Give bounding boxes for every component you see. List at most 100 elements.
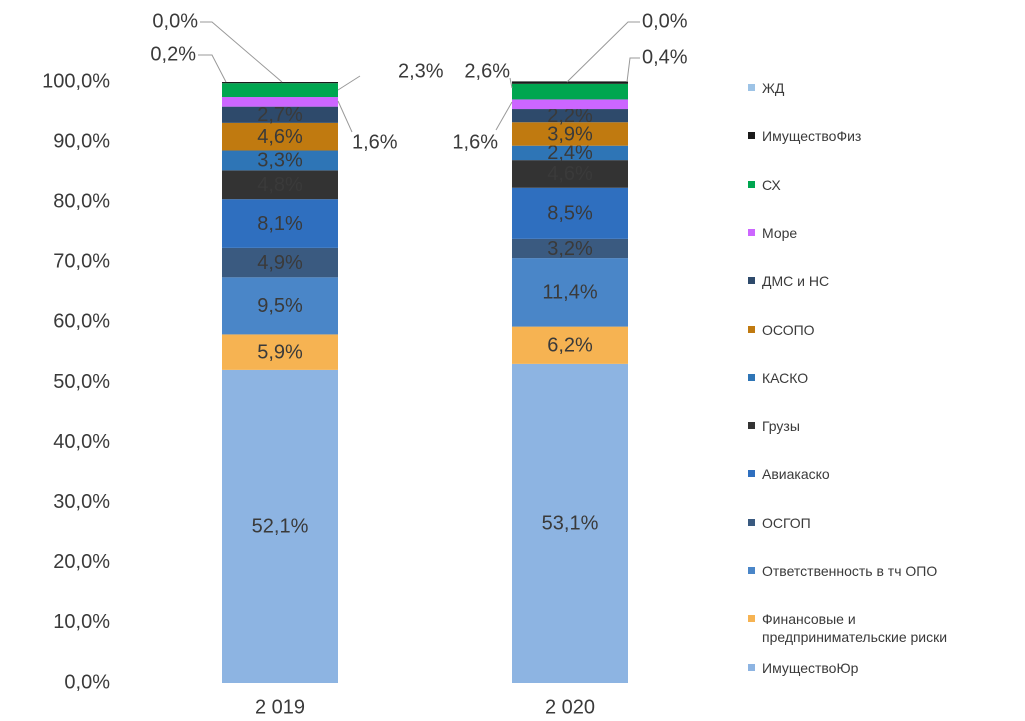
data-label: 2,4%: [547, 142, 593, 164]
legend-label: ЖД: [762, 80, 785, 96]
legend-label: Море: [762, 224, 798, 241]
bar-segment: [222, 122, 338, 151]
bar-segment: [222, 170, 338, 200]
leader-line: [198, 54, 227, 83]
legend-label: Авиакаско: [762, 466, 830, 483]
legend-item: ОСОПО: [748, 321, 1002, 339]
data-label: 0,4%: [642, 46, 688, 68]
y-tick-label: 50,0%: [53, 371, 110, 393]
legend-item: Море: [748, 224, 1002, 242]
data-label: 9,5%: [257, 295, 303, 317]
legend-swatch: [748, 325, 755, 333]
legend-label: ОСГОП: [762, 514, 811, 531]
legend-label: ДМС и НС: [762, 273, 830, 290]
legend-swatch: [748, 84, 755, 91]
legend-item: Грузы: [748, 417, 1002, 435]
bar-segment: [512, 145, 628, 161]
data-label: 0,2%: [150, 43, 196, 65]
legend-label: ИмуществоФиз: [762, 128, 862, 145]
y-tick-label: 90,0%: [53, 130, 110, 152]
y-tick-label: 10,0%: [53, 611, 110, 633]
y-tick-label: 30,0%: [53, 491, 110, 513]
bar-segment: [222, 247, 338, 278]
leader-line: [626, 57, 640, 83]
bar-segment: [222, 97, 338, 107]
bar-segment: [512, 81, 628, 84]
legend-item: КАСКО: [748, 369, 1002, 387]
legend-swatch: [748, 277, 755, 285]
data-label: 0,0%: [642, 10, 688, 32]
bar-segment: [512, 187, 628, 239]
data-label: 8,5%: [547, 203, 593, 225]
data-label: 2,7%: [257, 104, 303, 126]
y-tick-label: 0,0%: [64, 671, 110, 693]
legend-item: Авиакаско: [748, 465, 1002, 483]
y-tick-label: 70,0%: [53, 251, 110, 273]
bar-segment: [512, 326, 628, 364]
data-label: 2,3%: [398, 60, 444, 82]
bar-segment: [512, 160, 628, 188]
legend-swatch: [748, 422, 755, 430]
legend-swatch: [748, 518, 755, 526]
legend-swatch: [748, 470, 755, 478]
bar-segment: [222, 369, 338, 683]
data-label: 11,4%: [542, 282, 597, 304]
data-label: 2,6%: [464, 60, 510, 82]
bar-segment: [222, 150, 338, 171]
data-label: 4,6%: [547, 163, 593, 185]
legend-label: ИмуществоЮр: [762, 659, 859, 676]
leader-line: [337, 100, 353, 133]
data-label: 1,6%: [352, 131, 398, 153]
legend-item: ОСГОП: [748, 514, 1002, 532]
legend-swatch: [748, 663, 755, 671]
y-tick-label: 20,0%: [53, 551, 110, 573]
data-label: 52,1%: [252, 516, 309, 538]
bar-segment: [512, 363, 628, 683]
legend-label: СХ: [762, 176, 781, 193]
x-tick-label: 2 019: [255, 696, 305, 718]
data-label: 2,2%: [547, 105, 593, 127]
legend-item: ИмуществоФиз: [748, 127, 1002, 145]
legend-label: ОСОПО: [762, 321, 815, 338]
data-label: 3,9%: [547, 123, 593, 145]
bar-segment: [222, 334, 338, 370]
bar-segment: [512, 109, 628, 123]
y-tick-label: 60,0%: [53, 311, 110, 333]
data-label: 8,1%: [257, 213, 303, 235]
data-label: 3,2%: [547, 238, 593, 260]
y-tick-label: 40,0%: [53, 431, 110, 453]
data-label: 6,2%: [547, 335, 593, 357]
legend-swatch: [748, 567, 755, 574]
y-tick-label: 80,0%: [53, 190, 110, 212]
legend-item: Ответственность в тч ОПО: [748, 562, 1002, 580]
data-label: 1,6%: [452, 131, 498, 153]
legend-label: Ответственность в тч ОПО: [762, 563, 938, 579]
legend-label: Грузы: [762, 418, 800, 435]
x-tick-label: 2 020: [545, 696, 595, 718]
bar-segment: [222, 106, 338, 123]
bar-segment: [512, 99, 628, 110]
data-label: 0,0%: [152, 10, 198, 32]
data-label: 3,3%: [257, 150, 303, 172]
leader-line: [200, 21, 283, 83]
leader-line: [566, 21, 640, 83]
bar-segment: [512, 122, 628, 146]
legend-swatch: [748, 373, 755, 381]
legend-label: Финансовые и предпринимательские риски: [762, 611, 948, 646]
legend-item: ДМС и НС: [748, 272, 1002, 290]
y-tick-label: 100,0%: [42, 70, 110, 92]
legend-item: СХ: [748, 176, 1002, 194]
bar-segment: [512, 83, 628, 100]
legend-swatch: [748, 615, 755, 623]
legend-swatch: [748, 180, 755, 188]
bar-segment: [222, 83, 338, 98]
legend-swatch: [748, 228, 755, 236]
legend-swatch: [748, 132, 755, 140]
data-label: 4,8%: [257, 174, 303, 196]
data-label: 5,9%: [257, 341, 303, 363]
bar-segment: [222, 199, 338, 248]
legend-item: ИмуществоЮр: [748, 659, 1002, 677]
data-label: 53,1%: [542, 513, 599, 535]
